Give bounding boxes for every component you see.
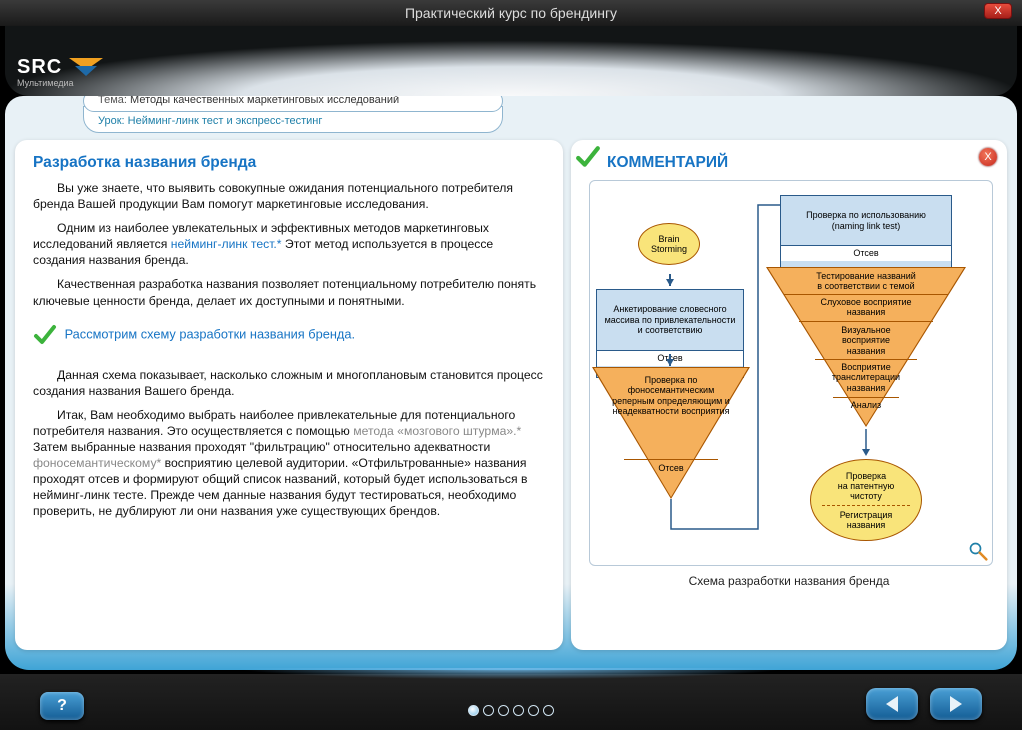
content-title: Разработка названия бренда	[33, 154, 545, 172]
check-icon	[575, 144, 599, 168]
footer-glow	[121, 668, 901, 684]
lesson-value: Нейминг-линк тест и экспресс-тестинг	[128, 115, 323, 127]
paragraph-3: Качественная разработка названия позволя…	[33, 276, 545, 308]
node-brain-storming: Brain Storming	[638, 223, 700, 265]
help-button[interactable]: ?	[40, 692, 84, 720]
titlebar: Практический курс по брендингу X	[0, 0, 1022, 26]
close-commentary-icon[interactable]: X	[979, 148, 997, 166]
magnifier-icon[interactable]	[968, 541, 988, 561]
main-stage: Тема: Методы качественных маркетинговых …	[5, 96, 1017, 670]
commentary-title: КОММЕНТАРИЙ	[607, 154, 989, 172]
naming-link-test-link[interactable]: нейминг-линк тест.*	[171, 237, 282, 251]
arrow-icon-1	[666, 279, 674, 286]
commentary-panel: КОММЕНТАРИЙ X Brain Storming Анкетирован…	[571, 140, 1007, 650]
chevron-right-icon	[950, 696, 962, 712]
paragraph-1: Вы уже знаете, что выявить совокупные ож…	[33, 180, 545, 212]
page-dot-1[interactable]	[468, 705, 479, 716]
paragraph-2: Одним из наиболее увлекательных и эффект…	[33, 220, 545, 268]
header-branding: SRC Мультимедиа	[5, 26, 1017, 96]
funnel-right	[768, 268, 964, 425]
paragraph-4: Данная схема показывает, насколько сложн…	[33, 367, 545, 399]
callout: Рассмотрим схему разработки названия бре…	[33, 323, 545, 347]
close-icon[interactable]: X	[984, 3, 1012, 19]
phonosemantic-term[interactable]: фоносемантическому*	[33, 456, 161, 470]
paragraph-5: Итак, Вам необходимо выбрать наиболее пр…	[33, 407, 545, 520]
theme-tab: Тема: Методы качественных маркетинговых …	[83, 96, 503, 112]
brand-chevron-icon	[69, 58, 103, 80]
page-dot-3[interactable]	[498, 705, 509, 716]
page-dot-5[interactable]	[528, 705, 539, 716]
prev-button[interactable]	[866, 688, 918, 720]
theme-label: Тема:	[98, 96, 127, 106]
lesson-label: Урок:	[98, 115, 125, 127]
chevron-left-icon	[886, 696, 898, 712]
next-button[interactable]	[930, 688, 982, 720]
brand-name: SRC	[17, 56, 62, 79]
theme-value: Методы качественных маркетинговых исслед…	[130, 96, 399, 106]
node-naming-link-test: Проверка по использованию (naming link t…	[780, 195, 952, 273]
node-patent-check: Проверка на патентную чистоту Регистраци…	[810, 459, 922, 541]
brand-logo: SRC Мультимедиа	[17, 56, 103, 88]
page-dots	[468, 705, 554, 716]
footer-bar: ?	[0, 674, 1022, 730]
content-panel: Разработка названия бренда Вы уже знаете…	[15, 140, 563, 650]
breadcrumb-tabs: Тема: Методы качественных маркетинговых …	[83, 96, 503, 133]
naming-scheme-diagram[interactable]: Brain Storming Анкетирование словесного …	[589, 180, 993, 566]
page-dot-2[interactable]	[483, 705, 494, 716]
content-body: Вы уже знаете, что выявить совокупные ож…	[33, 180, 545, 520]
check-icon	[33, 323, 57, 347]
brainstorm-term[interactable]: метода «мозгового штурма».*	[353, 424, 521, 438]
page-dot-6[interactable]	[543, 705, 554, 716]
arrow-icon-2	[666, 359, 674, 366]
page-dot-4[interactable]	[513, 705, 524, 716]
window-title: Практический курс по брендингу	[405, 5, 617, 21]
diagram-caption: Схема разработки названия бренда	[589, 574, 989, 588]
funnel-left	[594, 368, 748, 497]
